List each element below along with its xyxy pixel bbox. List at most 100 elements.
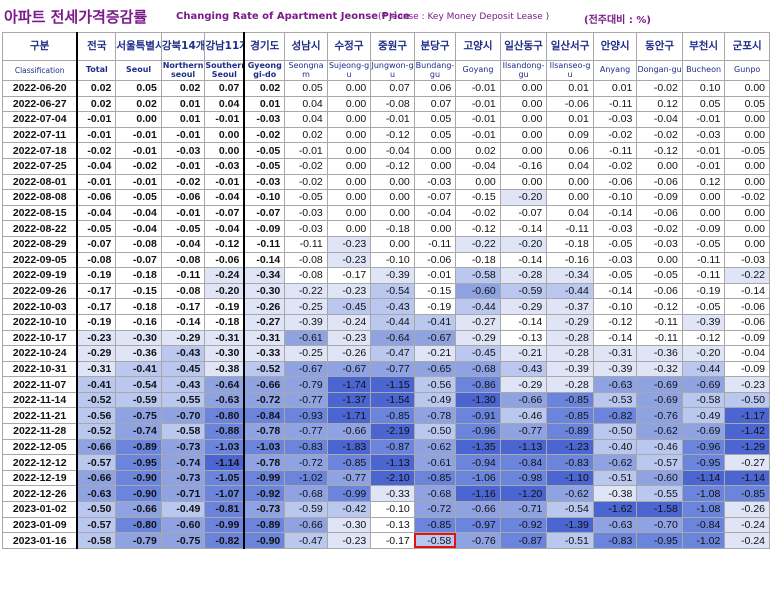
rate-cell: -0.30 [243, 282, 286, 300]
rate-cell: -0.05 [592, 235, 638, 253]
rate-cell: 0.00 [546, 173, 594, 191]
rate-cell: -0.25 [284, 345, 328, 362]
table-row: 2022-11-07 -0.41 -0.54 -0.43 -0.64 -0.66 -0.79… [2, 376, 770, 393]
rate-cell: -0.22 [284, 282, 328, 300]
row-date: 2022-08-22 [2, 220, 79, 237]
col-header-en: Northern seoul [160, 60, 206, 81]
rate-cell: -0.06 [76, 189, 117, 206]
rate-cell: -0.04 [455, 157, 501, 175]
rate-cell: -0.01 [76, 173, 117, 191]
rate-cell: -0.96 [455, 423, 501, 440]
rate-cell: -0.05 [115, 189, 162, 206]
rate-cell: -0.22 [724, 267, 770, 284]
col-header-ko: 강남11개구 [204, 32, 246, 61]
rate-cell: -0.26 [724, 501, 770, 518]
col-header-ko: 전국 [76, 32, 117, 61]
col-header-ko: 구분 [2, 32, 79, 61]
rate-cell: -0.82 [592, 407, 638, 425]
rate-cell: -0.58 [76, 532, 117, 549]
rate-cell: -0.01 [455, 126, 501, 144]
rate-cell: -0.75 [160, 532, 206, 549]
table-row: 2022-12-26 -0.63 -0.90 -0.71 -1.07 -0.92 -0.68… [2, 485, 770, 503]
rate-cell: 0.10 [681, 80, 726, 97]
rate-cell: -0.58 [160, 423, 206, 440]
rate-cell: -0.44 [681, 360, 726, 378]
rate-cell: -1.06 [455, 469, 501, 487]
rate-cell: -0.42 [326, 501, 372, 518]
rate-cell: -0.14 [499, 313, 548, 331]
rate-cell: -0.07 [204, 204, 246, 222]
rate-cell: -0.04 [724, 345, 770, 362]
rate-cell: -0.62 [413, 438, 457, 456]
rate-cell: -0.55 [160, 391, 206, 409]
rate-cell: -0.13 [499, 329, 548, 347]
rate-cell: -0.74 [115, 423, 162, 440]
rate-cell: -0.39 [546, 360, 594, 378]
rate-cell: -0.60 [455, 282, 501, 300]
rate-cell: -0.27 [724, 454, 770, 471]
rate-cell: -0.01 [204, 173, 246, 191]
rate-cell: -0.08 [160, 251, 206, 269]
rate-cell: -0.41 [76, 376, 117, 393]
rate-cell: -0.39 [284, 313, 328, 331]
rate-cell: -0.12 [681, 329, 726, 347]
rate-cell: -0.61 [413, 454, 457, 471]
rate-cell: -0.68 [455, 360, 501, 378]
rate-cell: -0.18 [115, 267, 162, 284]
table-row: 2022-08-15 -0.04 -0.04 -0.01 -0.07 -0.07 -0.03… [2, 204, 770, 222]
rate-cell: -0.01 [413, 267, 457, 284]
rate-cell: -0.55 [636, 485, 683, 503]
page-subtitle: Changing Rate of Apartment Jeonse Price [176, 11, 410, 22]
rate-cell: -0.04 [115, 204, 162, 222]
note-text: Jeonse : Key Money Deposit Lease ) [386, 12, 550, 22]
row-date: 2023-01-16 [2, 532, 79, 549]
rate-cell: 0.02 [455, 142, 501, 159]
rate-cell: -0.60 [160, 516, 206, 534]
rate-cell: -0.49 [681, 407, 726, 425]
rate-cell: -0.29 [76, 345, 117, 362]
rate-cell: -0.02 [724, 189, 770, 206]
rate-cell: -0.85 [326, 454, 372, 471]
col-header-ko: 강북14개구 [160, 32, 206, 61]
rate-cell: -0.83 [546, 454, 594, 471]
rate-cell: -1.15 [370, 376, 415, 393]
rate-cell: -0.05 [243, 142, 286, 159]
rate-cell: -1.35 [455, 438, 501, 456]
rate-cell: -0.90 [115, 485, 162, 503]
col-header-ko: 동안구 [636, 32, 683, 61]
rate-cell: 0.01 [160, 95, 206, 113]
rate-cell: -0.57 [76, 516, 117, 534]
rate-cell: -0.20 [499, 189, 548, 206]
rate-cell: -1.23 [546, 438, 594, 456]
rate-cell: 0.00 [413, 157, 457, 175]
rate-cell: 0.00 [724, 220, 770, 237]
rate-cell: -0.39 [592, 360, 638, 378]
row-date: 2022-11-28 [2, 423, 79, 440]
rate-cell: -0.58 [455, 267, 501, 284]
rate-cell: -0.63 [204, 391, 246, 409]
rate-cell: -0.14 [499, 220, 548, 237]
rate-cell: -0.84 [681, 516, 726, 534]
rate-cell: -0.77 [284, 391, 328, 409]
rate-cell: -0.10 [592, 298, 638, 315]
rate-cell: -0.19 [76, 267, 117, 284]
row-date: 2023-01-02 [2, 501, 79, 518]
rate-cell: -0.02 [636, 220, 683, 237]
table-row: 2022-08-29 -0.07 -0.08 -0.04 -0.12 -0.11 -0.11… [2, 235, 770, 253]
rate-cell: 0.05 [681, 95, 726, 113]
rate-cell: -0.34 [243, 267, 286, 284]
rate-cell: -0.54 [115, 376, 162, 393]
rate-cell: -0.93 [284, 407, 328, 425]
rate-cell: -0.12 [370, 157, 415, 175]
rate-cell: 0.07 [204, 80, 246, 97]
col-header-en: Bundang-gu [413, 60, 457, 81]
rate-cell: 0.06 [413, 80, 457, 97]
row-date: 2022-09-19 [2, 267, 79, 284]
rate-cell: -0.31 [76, 360, 117, 378]
rate-cell: -0.05 [243, 157, 286, 175]
rate-cell: -0.76 [636, 407, 683, 425]
rate-cell: -0.23 [326, 329, 372, 347]
rate-cell: 0.01 [592, 80, 638, 97]
rate-cell: 0.00 [499, 126, 548, 144]
rate-cell: -1.17 [724, 407, 770, 425]
